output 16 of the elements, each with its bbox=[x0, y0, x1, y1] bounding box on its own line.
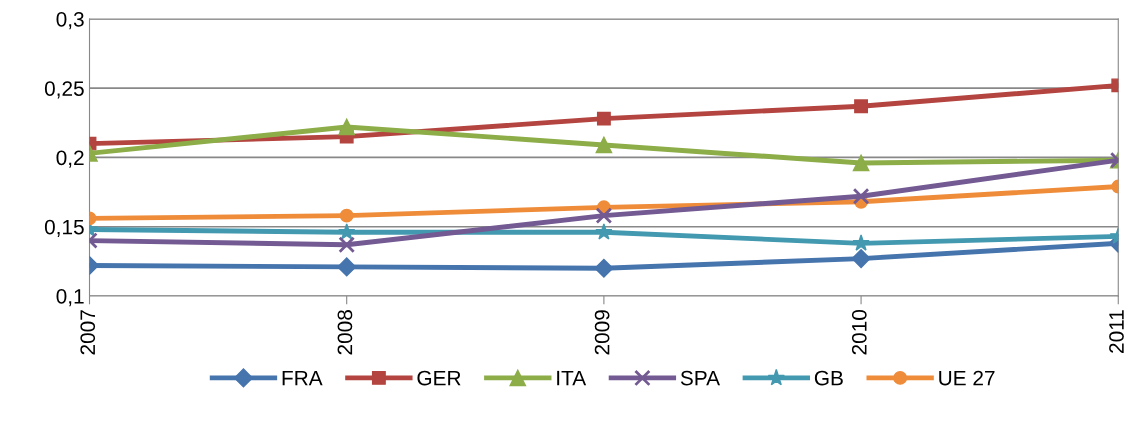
x-tick-label: 2010 bbox=[851, 309, 867, 355]
legend-label: GB bbox=[814, 370, 843, 386]
legend-label: UE 27 bbox=[939, 370, 995, 386]
legend-label: FRA bbox=[282, 370, 323, 386]
y-tick-label: 0,1 bbox=[56, 288, 84, 307]
x-tick-label: 2007 bbox=[80, 310, 96, 355]
legend-label: ITA bbox=[557, 370, 587, 386]
x-tick-label: 2009 bbox=[594, 310, 610, 355]
y-tick-label: 0,15 bbox=[44, 219, 84, 237]
legend-label: SPA bbox=[680, 370, 721, 386]
y-tick-label: 0,25 bbox=[44, 81, 84, 99]
y-tick-label: 0,3 bbox=[56, 11, 84, 30]
y-tick-label: 0,2 bbox=[56, 150, 84, 168]
legend-label: GER bbox=[417, 370, 461, 386]
x-tick-label: 2011 bbox=[1109, 310, 1124, 353]
x-tick-label: 2008 bbox=[337, 310, 353, 355]
